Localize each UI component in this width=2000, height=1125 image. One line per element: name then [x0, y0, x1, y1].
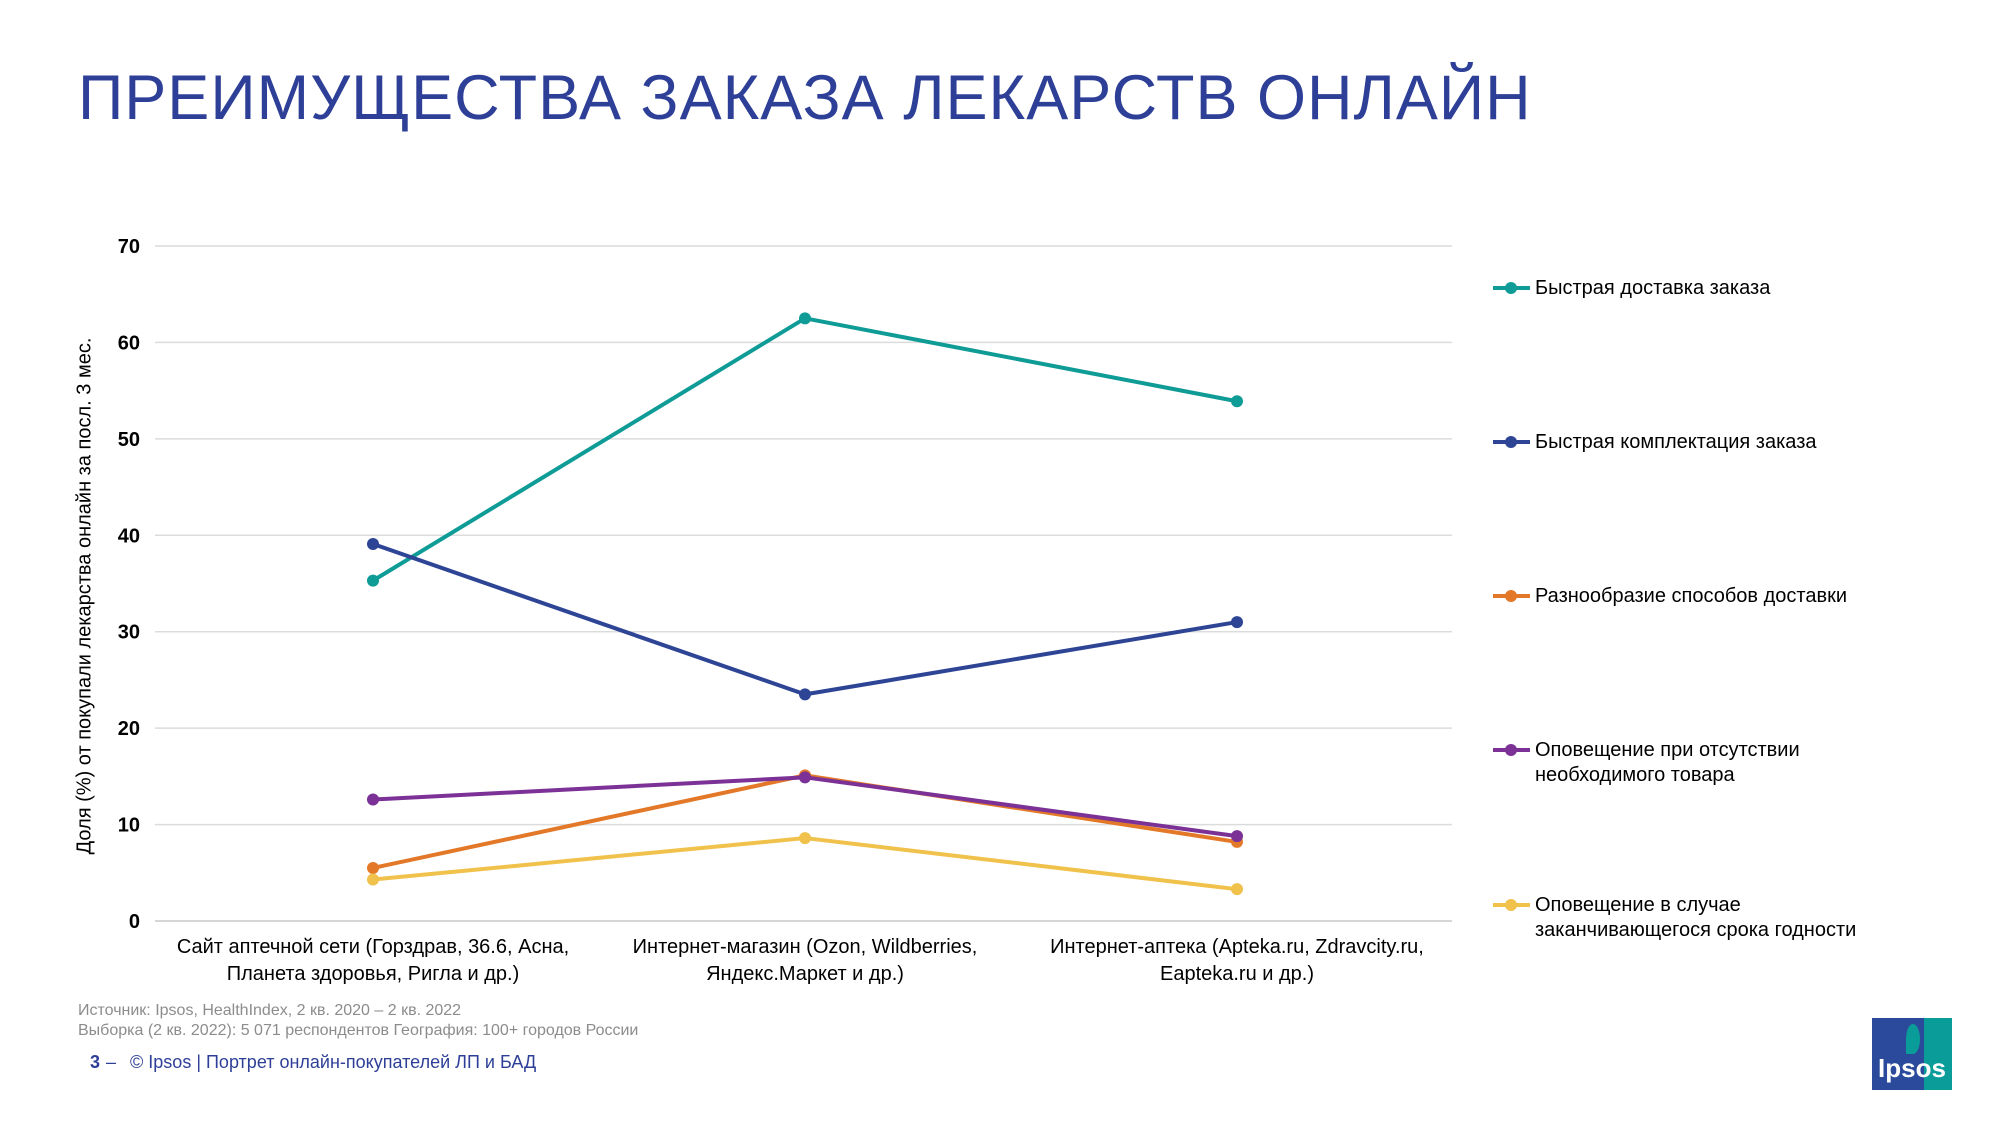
legend-marker [1493, 744, 1530, 756]
legend-marker [1493, 282, 1530, 294]
data-point [799, 312, 811, 325]
data-point [799, 771, 811, 784]
x-category-label-line: Сайт аптечной сети (Горздрав, 36.6, Асна… [176, 936, 570, 958]
x-category-label: Сайт аптечной сети (Горздрав, 36.6, Асна… [163, 934, 583, 988]
data-point [367, 861, 379, 874]
series-line [371, 836, 1239, 892]
series-line [371, 541, 1239, 697]
source-note: Источник: Ipsos, HealthIndex, 2 кв. 2020… [78, 1002, 462, 1019]
x-category-label-line: Планета здоровья, Ригла и др.) [226, 963, 520, 985]
legend-item: Быстрая комплектация заказа [1535, 430, 1955, 455]
series-3 [367, 769, 1243, 874]
data-point [1231, 883, 1243, 896]
legend-label: Оповещение при отсутствии [1535, 739, 1800, 761]
data-point [799, 832, 811, 845]
legend-label: Быстрая комплектация заказа [1535, 431, 1817, 453]
chart-series [367, 312, 1243, 896]
x-category-label-line: Eapteka.ru и др.) [1159, 963, 1315, 985]
legend-label: Разнообразие способов доставки [1535, 585, 1847, 607]
legend-markers [1493, 282, 1530, 911]
series-line [371, 773, 1239, 870]
x-category-label-line: Интернет-аптека (Apteka.ru, Zdravcity.ru… [1050, 936, 1424, 958]
chart-gridlines [155, 245, 1452, 922]
y-axis-ticks: 0 10 20 30 40 50 60 70 [118, 236, 140, 933]
series-5 [367, 832, 1243, 896]
x-category-label: Интернет-аптека (Apteka.ru, Zdravcity.ru… [1027, 934, 1447, 988]
x-category-label-line: Яндекс.Маркет и др.) [706, 963, 904, 985]
data-point [367, 873, 379, 886]
logo-text: Ipsos [1878, 1053, 1946, 1083]
legend-item: Оповещение в случае заканчивающегося срок… [1535, 893, 1955, 943]
page-number: 3 [90, 1052, 101, 1072]
data-point [367, 793, 379, 806]
series-line [371, 316, 1239, 583]
series-2 [367, 537, 1243, 701]
y-tick-label: 70 [118, 236, 140, 258]
series-line [371, 775, 1239, 839]
data-point [1231, 616, 1243, 629]
legend-label: заканчивающегося срока годности [1535, 919, 1857, 941]
series-4 [367, 771, 1243, 843]
data-point [1231, 830, 1243, 843]
x-category-label-line: Интернет-магазин (Ozon, Wildberries, [632, 936, 978, 958]
legend-marker [1493, 436, 1530, 448]
x-category-label: Интернет-магазин (Ozon, Wildberries, Янде… [595, 934, 1015, 988]
legend-label: Оповещение в случае [1535, 894, 1741, 916]
y-tick-label: 20 [118, 718, 140, 740]
data-point [367, 574, 379, 587]
legend-item: Разнообразие способов доставки [1535, 584, 1955, 609]
y-tick-label: 50 [118, 429, 140, 451]
legend-label: необходимого товара [1535, 764, 1735, 786]
legend-marker [1493, 590, 1530, 602]
page-title: ПРЕИМУЩЕСТВА ЗАКАЗА ЛЕКАРСТВ ОНЛАЙН [78, 63, 1532, 133]
legend-item: Быстрая доставка заказа [1535, 276, 1955, 301]
footer: 3– © Ipsos | Портрет онлайн-покупателей Л… [90, 1052, 536, 1073]
data-point [799, 688, 811, 701]
legend-item: Оповещение при отсутствии необходимого то… [1535, 738, 1955, 788]
y-tick-label: 30 [118, 622, 140, 644]
sample-note: Выборка (2 кв. 2022): 5 071 респондентов… [78, 1022, 639, 1039]
ipsos-logo: Ipsos [1872, 1018, 1952, 1090]
footer-dash: – [106, 1052, 117, 1072]
legend-label: Быстрая доставка заказа [1535, 277, 1771, 299]
y-tick-label: 10 [118, 815, 140, 837]
series-1 [367, 312, 1243, 587]
y-axis-label: Доля (%) от покупали лекарства онлайн за… [73, 337, 96, 855]
legend-marker [1493, 899, 1530, 911]
y-tick-label: 0 [129, 911, 140, 933]
y-tick-label: 60 [118, 332, 140, 354]
data-point [1231, 395, 1243, 408]
y-tick-label: 40 [118, 525, 140, 547]
data-point [367, 537, 379, 550]
logo-mark-icon [1906, 1024, 1920, 1054]
footer-text: © Ipsos | Портрет онлайн-покупателей ЛП … [130, 1052, 537, 1072]
